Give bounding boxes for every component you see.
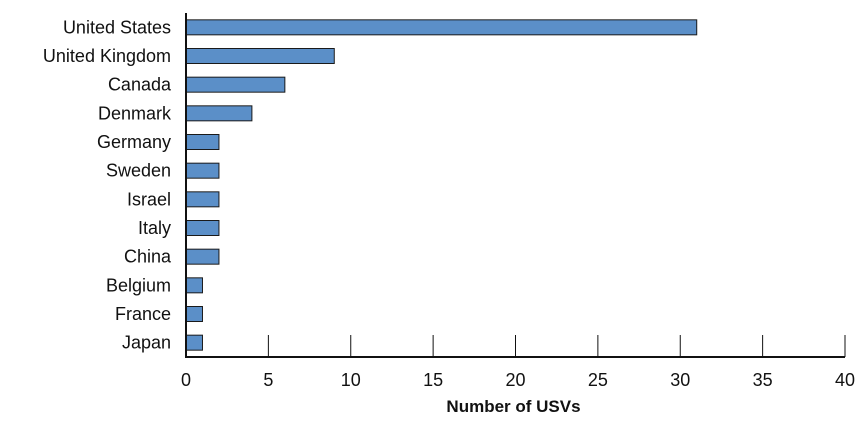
x-axis-title: Number of USVs xyxy=(446,397,580,416)
bar-canada xyxy=(185,76,286,93)
category-label: Sweden xyxy=(106,161,171,181)
category-label: China xyxy=(124,247,172,267)
x-tick-label: 15 xyxy=(423,370,443,390)
x-tick-label: 35 xyxy=(753,370,773,390)
x-tick-label: 5 xyxy=(263,370,273,390)
bar-japan xyxy=(185,334,203,351)
bars-group xyxy=(185,19,698,351)
category-label: Canada xyxy=(108,75,172,95)
x-tick-label: 30 xyxy=(670,370,690,390)
category-label: Belgium xyxy=(106,275,171,295)
bar-italy xyxy=(185,220,220,236)
x-tick-labels: 0 5 10 15 20 25 30 35 40 xyxy=(181,370,855,390)
category-labels: United States United Kingdom Canada Denmark… xyxy=(43,17,172,352)
bar-united-states xyxy=(185,19,698,36)
category-label: United Kingdom xyxy=(43,46,171,66)
x-tick-label: 25 xyxy=(588,370,608,390)
category-label: United States xyxy=(63,17,171,37)
category-label: Germany xyxy=(97,132,171,152)
bar-belgium xyxy=(185,277,203,294)
bar-sweden xyxy=(185,162,220,179)
category-label: Israel xyxy=(127,189,171,209)
category-label: Japan xyxy=(122,333,171,353)
category-label: France xyxy=(115,304,171,324)
x-tick-label: 40 xyxy=(835,370,855,390)
x-tick-label: 20 xyxy=(505,370,525,390)
x-ticks xyxy=(267,335,846,357)
bar-france xyxy=(185,306,203,322)
bar-germany xyxy=(185,134,220,150)
bar-united-kingdom xyxy=(185,48,335,64)
bar-china xyxy=(185,248,220,265)
x-tick-label: 10 xyxy=(341,370,361,390)
category-label: Denmark xyxy=(98,103,172,123)
category-label: Italy xyxy=(138,218,171,238)
bar-denmark xyxy=(185,105,253,122)
x-tick-label: 0 xyxy=(181,370,191,390)
bar-israel xyxy=(185,191,220,208)
